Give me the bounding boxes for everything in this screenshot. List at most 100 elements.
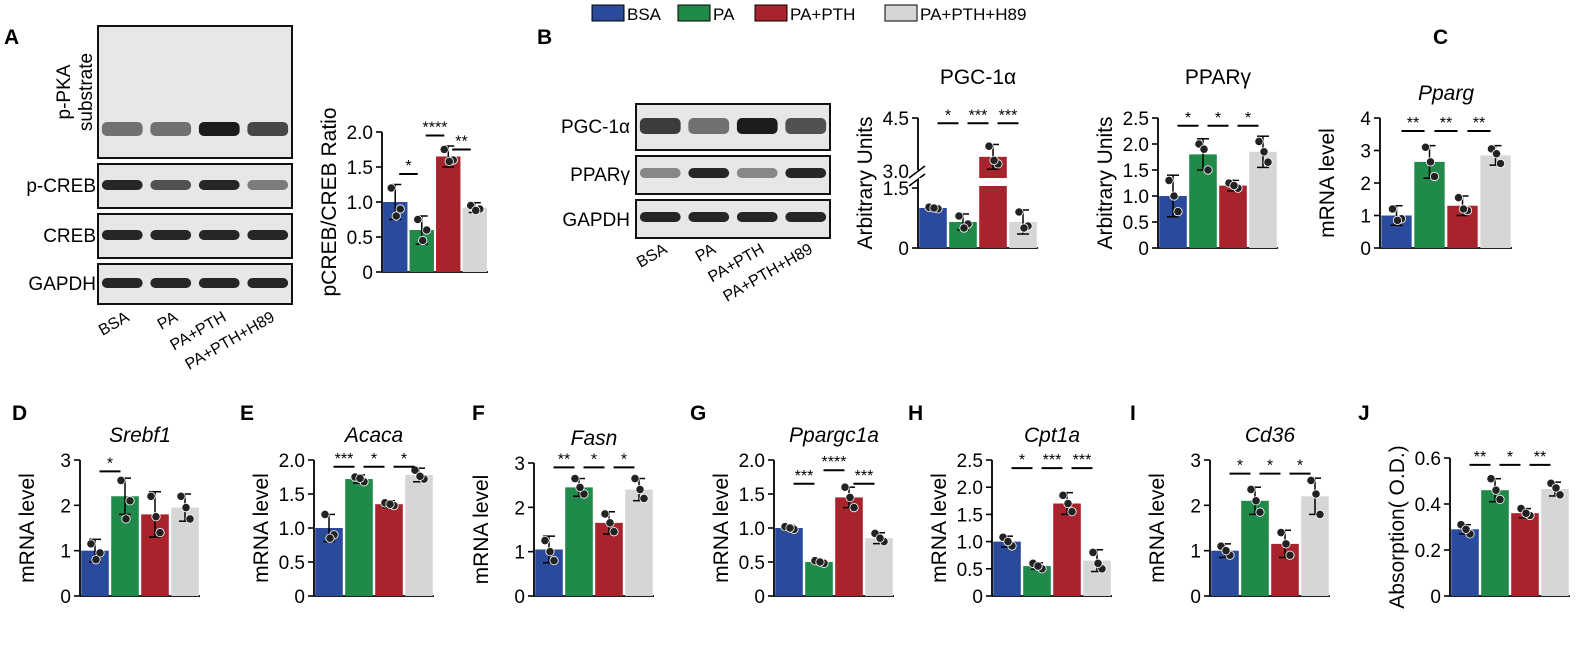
data-point xyxy=(1246,484,1256,495)
significance-label: * xyxy=(371,451,377,468)
blot-band xyxy=(247,122,289,136)
data-point xyxy=(639,493,649,504)
significance-label: * xyxy=(401,451,407,468)
significance-label: * xyxy=(1245,110,1251,127)
bar xyxy=(1541,489,1569,596)
data-point xyxy=(600,509,610,519)
data-point xyxy=(579,489,589,499)
panel-letter: B xyxy=(537,26,552,49)
data-point xyxy=(954,211,964,221)
data-point xyxy=(1276,527,1286,538)
y-tick-label: 1.5 xyxy=(279,485,305,506)
significance-label: *** xyxy=(855,468,874,485)
y-tick-label: 3.0 xyxy=(883,162,909,183)
significance-label: * xyxy=(1237,458,1243,475)
data-point xyxy=(1315,509,1325,520)
significance-label: *** xyxy=(795,468,814,485)
legend-label: BSA xyxy=(627,5,662,24)
data-point xyxy=(989,155,999,165)
blot-band xyxy=(247,230,289,240)
significance-label: *** xyxy=(1043,452,1062,469)
legend-swatch xyxy=(754,4,788,22)
data-point xyxy=(815,557,825,567)
data-point xyxy=(635,484,645,495)
data-point xyxy=(849,502,859,513)
data-point xyxy=(1173,207,1183,217)
blot-band xyxy=(736,118,778,134)
data-point xyxy=(1555,490,1565,500)
data-point xyxy=(422,225,432,235)
bar xyxy=(462,207,487,272)
data-point xyxy=(1063,498,1073,509)
data-point xyxy=(1164,175,1174,185)
bar xyxy=(405,474,433,596)
y-axis-label: Arbitrary Units xyxy=(854,116,877,249)
y-tick-label: 0 xyxy=(60,587,71,608)
data-point xyxy=(471,205,481,215)
chart-title: Srebf1 xyxy=(109,424,171,447)
y-tick-label: 2 xyxy=(60,496,71,517)
blot-band xyxy=(736,212,778,222)
chart-title: Cd36 xyxy=(1245,424,1296,447)
significance-label: *** xyxy=(335,451,354,468)
axis-break-mark xyxy=(908,165,926,179)
y-axis-label: Arbitrary Units xyxy=(1094,116,1117,249)
data-point xyxy=(415,471,425,481)
y-tick-label: 1.0 xyxy=(279,519,305,540)
data-point xyxy=(1495,158,1506,169)
y-tick-label: 1 xyxy=(514,543,525,564)
bar xyxy=(775,528,803,596)
legend-swatch xyxy=(884,4,918,22)
data-point xyxy=(1387,204,1398,214)
y-tick-label: 0.5 xyxy=(1123,213,1149,234)
bar xyxy=(805,562,833,596)
y-tick-label: 0.5 xyxy=(739,553,765,574)
bar xyxy=(1023,566,1051,596)
blot-label: GAPDH xyxy=(28,274,96,295)
significance-label: * xyxy=(1507,449,1513,466)
data-point xyxy=(1285,550,1295,560)
chart-title: Cpt1a xyxy=(1024,424,1080,447)
chart-title: Fasn xyxy=(571,427,618,450)
y-axis-label: mRNA level xyxy=(16,473,39,583)
blot-band xyxy=(150,230,192,240)
significance-label: ** xyxy=(1474,449,1486,466)
significance-label: **** xyxy=(822,454,847,471)
data-point xyxy=(395,204,405,214)
data-point xyxy=(1088,547,1098,558)
data-point xyxy=(570,473,580,484)
blot-band xyxy=(785,168,827,178)
y-tick-label: 1.0 xyxy=(957,533,983,554)
blot-band xyxy=(198,278,240,288)
blot-band xyxy=(247,278,289,288)
data-point xyxy=(185,514,195,524)
significance-label: * xyxy=(405,158,411,175)
chart-title: Acaca xyxy=(343,424,403,447)
legend-label: PA+PTH xyxy=(790,5,855,24)
significance-label: * xyxy=(591,451,597,468)
data-point xyxy=(1199,144,1209,154)
panel-letter: J xyxy=(1358,402,1370,425)
data-point xyxy=(630,473,640,484)
data-point xyxy=(875,533,885,543)
data-point xyxy=(1014,207,1024,217)
y-axis-label: Absorption( O.D.) xyxy=(1386,445,1409,608)
y-tick-label: 1 xyxy=(1190,542,1201,563)
blot-band xyxy=(785,118,827,134)
lane-label: BSA xyxy=(96,309,133,340)
data-point xyxy=(1263,157,1273,167)
bar xyxy=(171,507,199,596)
axis-break xyxy=(910,170,926,180)
blot-frame xyxy=(97,25,293,159)
y-tick-label: 4 xyxy=(1360,109,1371,130)
y-tick-label: 2.0 xyxy=(279,451,305,472)
blot-label: p-PKA xyxy=(54,64,75,119)
y-tick-label: 0 xyxy=(514,587,525,608)
data-point xyxy=(1311,489,1321,499)
data-point xyxy=(91,555,101,565)
data-point xyxy=(116,475,126,485)
y-tick-label: 1.5 xyxy=(739,485,765,506)
y-axis-label: mRNA level xyxy=(470,475,493,585)
